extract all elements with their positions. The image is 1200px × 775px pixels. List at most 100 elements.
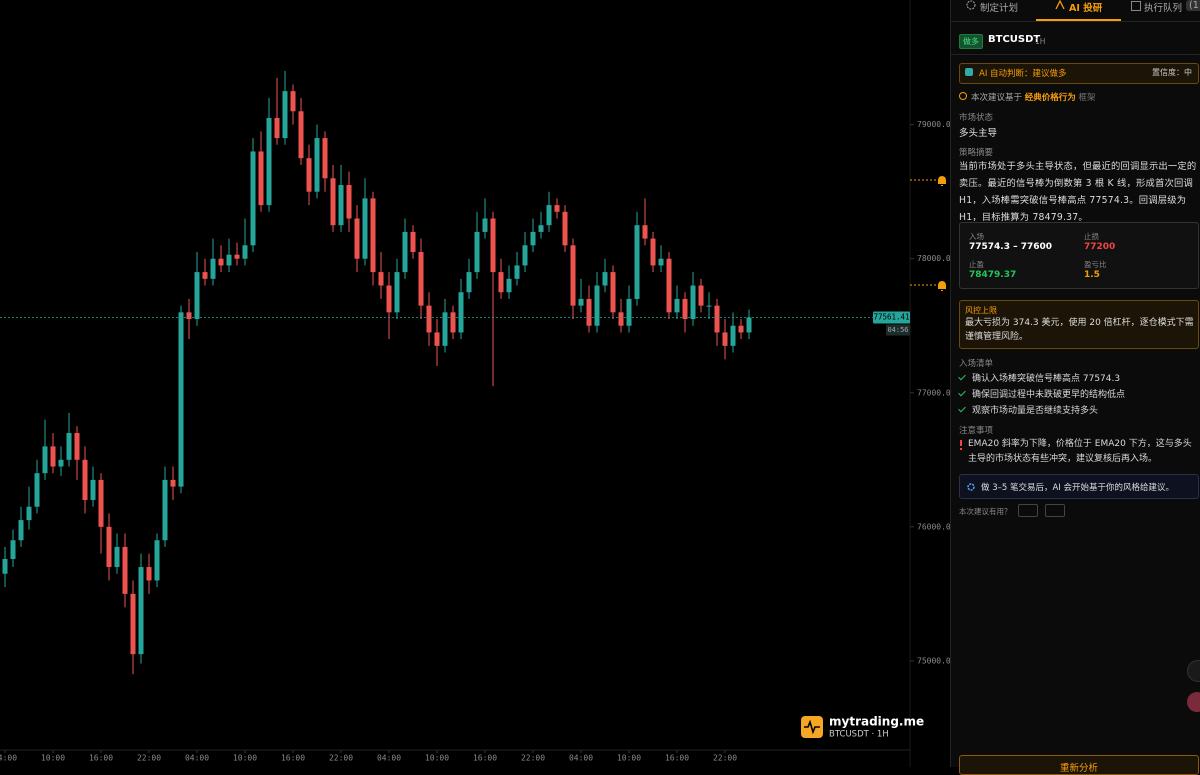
- alert-bell[interactable]: [938, 176, 946, 186]
- candle-body: [314, 138, 320, 192]
- candle-body: [162, 479, 168, 541]
- warn-icon: [960, 440, 962, 446]
- x-tick-label: 10:00: [425, 754, 449, 763]
- market-state: 多头主导: [959, 128, 998, 139]
- candle-body: [442, 312, 448, 346]
- candle-body: [242, 245, 248, 259]
- x-tick-label: 04:00: [377, 754, 401, 763]
- candle-body: [570, 245, 576, 306]
- y-tick-label: 79000.00: [917, 120, 950, 129]
- reanalyze-text: 重新分析: [1059, 763, 1098, 774]
- candle-body: [330, 178, 336, 226]
- candle-body: [114, 546, 120, 568]
- basis-prefix: 本次建议基于: [971, 93, 1023, 103]
- candle-body: [578, 298, 584, 306]
- candle-body: [514, 265, 520, 279]
- candle-body: [698, 285, 704, 306]
- candle-body: [274, 117, 280, 139]
- candle-body: [722, 332, 728, 346]
- level-label: 盈亏比: [1084, 260, 1107, 269]
- x-tick-label: 22:00: [137, 754, 161, 763]
- candle-body: [90, 479, 96, 501]
- y-tick-label: 76000.00: [917, 522, 950, 531]
- feedback-label: 本次建议有用？: [959, 507, 1012, 516]
- reanalyze-button[interactable]: 重新分析: [959, 755, 1199, 775]
- section-label: 策略摘要: [959, 148, 994, 158]
- candle-body: [546, 205, 552, 226]
- tip-icon: [967, 483, 975, 491]
- basis: 经典价格行为: [1024, 93, 1076, 103]
- candle-body: [138, 567, 144, 655]
- candle-body: [106, 526, 112, 568]
- watermark-brand: mytrading.me: [829, 715, 924, 729]
- candle-body: [706, 305, 712, 307]
- tab[interactable]: 制定计划: [980, 3, 1019, 14]
- side-panel: 制定计划 AI 投研 执行队列 (1 做多 BTCUSDT 1H AI 自动判断…: [950, 0, 1200, 775]
- candle-body: [746, 317, 752, 333]
- candle-body: [58, 459, 64, 467]
- candle-body: [210, 258, 216, 279]
- candle-body: [146, 567, 152, 581]
- tab[interactable]: 执行队列: [1144, 3, 1183, 14]
- level-label: 入场: [969, 232, 984, 241]
- tip: 做 3–5 笔交易后，AI 会开始基于你的风格给建议。: [981, 483, 1174, 493]
- candle-body: [386, 285, 392, 313]
- section-label: 市场状态: [959, 113, 994, 123]
- candle-body: [34, 473, 40, 507]
- candle-body: [202, 272, 208, 279]
- candle-body: [610, 272, 616, 313]
- watermark-subtitle: BTCUSDT · 1H: [829, 730, 889, 740]
- candle-body: [18, 520, 24, 541]
- last-price-label: 77561.41: [873, 313, 909, 322]
- checklist-item: 确认入场棒突破信号棒高点 77574.3: [957, 371, 1120, 384]
- candle-body: [218, 258, 224, 266]
- candle-body: [66, 432, 72, 460]
- divider: [951, 21, 1200, 22]
- countdown-tag: [886, 324, 910, 336]
- candle-body: [306, 158, 312, 192]
- last-price-tag: [873, 311, 910, 324]
- float-button[interactable]: [1187, 692, 1200, 712]
- divider: [951, 54, 1200, 55]
- note: EMA20 斜率为下降，价格位于 EMA20 下方，这与多头主导的市场状态有些冲…: [968, 439, 1192, 464]
- checklist-text: 观察市场动量是否继续支持多头: [972, 406, 1099, 416]
- verdict: AI 自动判断：建议做多: [979, 69, 1067, 79]
- x-tick-label: 04:00: [569, 754, 593, 763]
- candle-body: [226, 254, 232, 266]
- basis-icon: [959, 92, 967, 100]
- section-label: 注意事项: [959, 426, 994, 436]
- levels-box: 入场 77574.3 – 77600 止损 77200 止盈 78479.37 …: [959, 222, 1199, 289]
- candle-body: [322, 138, 328, 179]
- tab-active[interactable]: AI 投研: [1069, 3, 1103, 14]
- basis-suffix: 框架: [1078, 93, 1096, 103]
- tab-icon: [966, 0, 976, 10]
- thumbs-up[interactable]: [1018, 504, 1038, 517]
- candle-body: [370, 198, 376, 273]
- x-tick-label: 22:00: [713, 754, 737, 763]
- candle-body: [42, 446, 48, 474]
- candle-body: [738, 325, 744, 333]
- tip-box: 做 3–5 笔交易后，AI 会开始基于你的风格给建议。: [959, 474, 1199, 499]
- x-tick-label: 04:00: [0, 754, 17, 763]
- alert-bell[interactable]: [938, 281, 946, 291]
- candle-body: [634, 225, 640, 299]
- x-tick-label: 22:00: [329, 754, 353, 763]
- tab-icon: [1131, 1, 1141, 11]
- candle-body: [730, 325, 736, 346]
- level-value: 77574.3 – 77600: [969, 242, 1053, 252]
- candle-body: [50, 446, 56, 467]
- candle-body: [98, 479, 104, 527]
- float-button[interactable]: [1187, 660, 1200, 682]
- risk-label: 风控上限: [965, 306, 997, 315]
- candle-body: [418, 252, 424, 306]
- x-tick-label: 16:00: [89, 754, 113, 763]
- candle-body: [522, 245, 528, 266]
- level-value: 1.5: [1084, 270, 1100, 280]
- candle-body: [618, 312, 624, 326]
- checklist-text: 确认入场棒突破信号棒高点 77574.3: [972, 374, 1121, 384]
- watermark-pulse: [804, 719, 820, 735]
- candle-body: [378, 272, 384, 286]
- candle-body: [538, 225, 544, 232]
- candle-body: [466, 272, 472, 293]
- thumbs-down[interactable]: [1045, 504, 1065, 517]
